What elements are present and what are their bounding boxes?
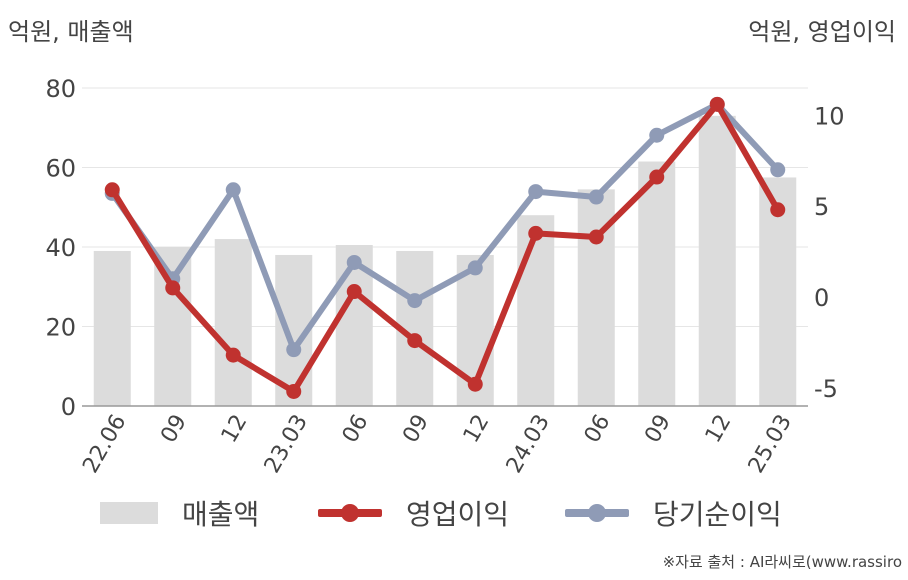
legend-label-net: 당기순이익 bbox=[653, 498, 782, 531]
net-point bbox=[770, 162, 786, 178]
legend-item-operating: 영업이익 bbox=[318, 490, 509, 536]
legend-label-revenue: 매출액 bbox=[182, 498, 260, 531]
operating-point bbox=[165, 280, 181, 296]
operating-point bbox=[528, 225, 544, 241]
operating-point bbox=[286, 383, 302, 399]
legend-label-operating: 영업이익 bbox=[406, 498, 510, 531]
legend-item-net: 당기순이익 bbox=[565, 490, 782, 536]
operating-point bbox=[346, 284, 362, 300]
operating-point bbox=[467, 376, 483, 392]
net-point bbox=[588, 189, 604, 205]
legend-swatch-net bbox=[565, 501, 629, 525]
category-label: 25.03 bbox=[744, 411, 797, 478]
right-axis-unit: 억원, 영업이익 bbox=[748, 18, 896, 46]
operating-line bbox=[109, 101, 781, 395]
right-tick-label: 10 bbox=[814, 102, 845, 130]
left-tick-label: 0 bbox=[61, 393, 76, 421]
revenue-bar bbox=[638, 161, 676, 406]
category-label: 12 bbox=[217, 411, 253, 448]
left-axis-unit: 억원, 매출액 bbox=[8, 18, 134, 46]
revenue-bar bbox=[517, 215, 555, 406]
right-tick-label: 5 bbox=[814, 193, 829, 221]
left-tick-label: 60 bbox=[45, 155, 76, 183]
operating-point bbox=[225, 347, 241, 363]
category-label: 12 bbox=[459, 411, 495, 448]
category-label: 23.03 bbox=[260, 411, 313, 478]
operating-point bbox=[588, 229, 604, 245]
left-tick-label: 40 bbox=[45, 234, 76, 262]
net-point bbox=[649, 127, 665, 143]
right-tick-label: -5 bbox=[814, 375, 838, 403]
category-label: 12 bbox=[701, 411, 737, 448]
net-point bbox=[346, 254, 362, 270]
net-point bbox=[528, 184, 544, 200]
category-label: 06 bbox=[338, 411, 374, 448]
legend-swatch-operating bbox=[318, 501, 382, 525]
right-tick-label: 0 bbox=[814, 284, 829, 312]
left-tick-label: 20 bbox=[45, 314, 76, 342]
category-label: 22.06 bbox=[78, 411, 131, 478]
net-point bbox=[286, 342, 302, 358]
left-tick-label: 80 bbox=[45, 75, 76, 103]
category-label: 09 bbox=[640, 411, 676, 448]
category-label: 06 bbox=[580, 411, 616, 448]
net-line bbox=[109, 101, 780, 353]
category-label: 24.03 bbox=[502, 411, 555, 478]
category-label: 09 bbox=[156, 411, 192, 448]
source-note: ※자료 출처 : AI라씨로(www.rassiro bbox=[662, 553, 902, 571]
operating-point bbox=[407, 333, 423, 349]
net-point bbox=[407, 293, 423, 309]
revenue-bar bbox=[698, 115, 736, 406]
revenue-bar bbox=[214, 239, 252, 406]
legend: 매출액 영업이익 당기순이익 bbox=[0, 490, 908, 540]
legend-item-revenue: 매출액 bbox=[100, 490, 259, 536]
net-point bbox=[467, 260, 483, 276]
operating-point bbox=[709, 96, 725, 112]
operating-point bbox=[770, 202, 786, 218]
operating-point bbox=[649, 169, 665, 185]
net-point bbox=[225, 182, 241, 198]
legend-swatch-bar bbox=[100, 502, 158, 524]
revenue-bar bbox=[93, 250, 131, 406]
category-label: 09 bbox=[398, 411, 434, 448]
operating-point bbox=[104, 182, 120, 198]
